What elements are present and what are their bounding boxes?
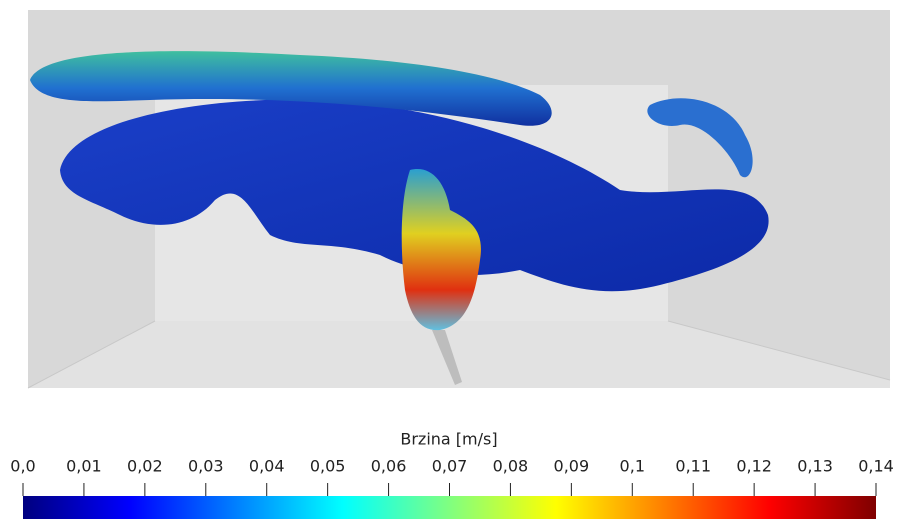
tick-label: 0,01	[66, 457, 102, 476]
tick-label: 0,14	[858, 457, 894, 476]
flow-tube	[30, 51, 552, 126]
tick-label: 0,04	[249, 457, 285, 476]
tick-label: 0,07	[432, 457, 468, 476]
floor	[28, 321, 890, 388]
edge	[27, 320, 156, 389]
tick-label: 0,08	[493, 457, 529, 476]
tick-label: 0,03	[188, 457, 224, 476]
flow-swirl	[647, 98, 753, 178]
colorbar	[23, 496, 876, 519]
tick-label: 0,12	[736, 457, 772, 476]
tick-label: 0,13	[797, 457, 833, 476]
tick-label: 0,05	[310, 457, 346, 476]
colorbar-title: Brzina [m/s]	[400, 430, 497, 449]
tick-label: 0,1	[620, 457, 645, 476]
tick-label: 0,09	[554, 457, 590, 476]
edge	[667, 320, 891, 381]
scene	[27, 10, 891, 389]
colorbar-ticks: 0,0 0,01 0,02 0,03 0,04 0,05 0,06 0,07 0,08 0,09 0…	[10, 457, 894, 496]
flow-jet	[401, 169, 481, 331]
tick-label: 0,11	[675, 457, 711, 476]
inlet	[432, 330, 462, 385]
tick-label: 0,02	[127, 457, 163, 476]
tick-label: 0,0	[10, 457, 35, 476]
tick-label: 0,06	[371, 457, 407, 476]
